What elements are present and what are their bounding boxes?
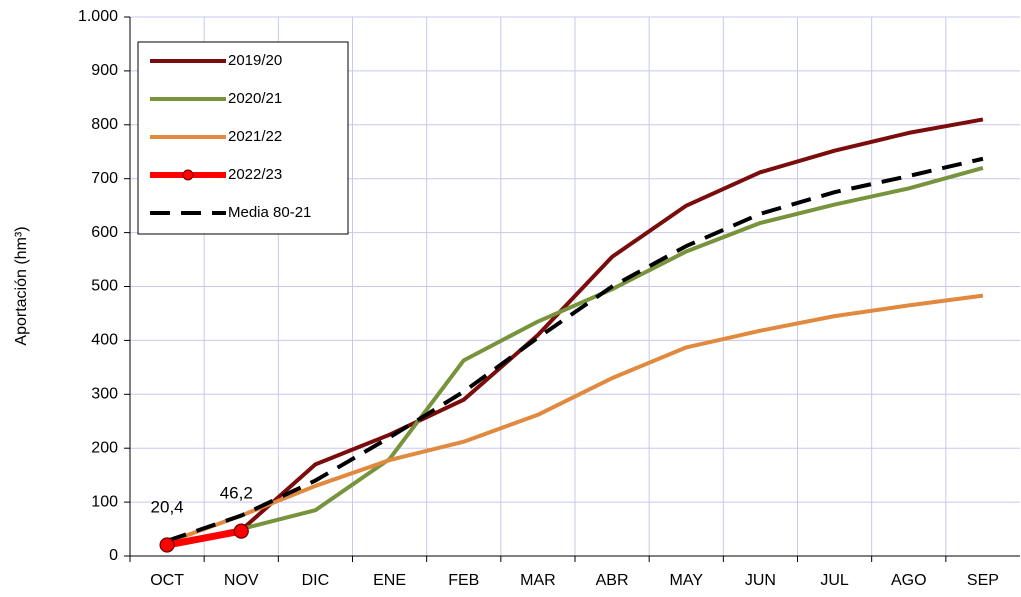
data-label: 46,2 bbox=[220, 484, 253, 503]
x-tick-label: OCT bbox=[150, 572, 184, 589]
x-tick-label: JUN bbox=[745, 572, 776, 589]
x-tick-label: NOV bbox=[224, 572, 259, 589]
x-tick-label: DIC bbox=[302, 572, 330, 589]
series-line bbox=[166, 165, 984, 548]
x-tick-label: JUL bbox=[820, 572, 849, 589]
y-tick-label: 300 bbox=[91, 386, 118, 403]
y-axis-label: Aportación (hm³) bbox=[13, 226, 30, 345]
y-tick-label: 900 bbox=[91, 62, 118, 79]
x-tick-label: MAR bbox=[520, 572, 556, 589]
y-tick-label: 1.000 bbox=[78, 8, 118, 25]
y-tick-label: 600 bbox=[91, 224, 118, 241]
y-tick-label: 100 bbox=[91, 493, 118, 510]
y-tick-label: 500 bbox=[91, 278, 118, 295]
x-tick-label: SEP bbox=[967, 572, 999, 589]
data-point bbox=[159, 537, 175, 553]
y-tick-label: 700 bbox=[91, 170, 118, 187]
y-tick-label: 0 bbox=[109, 547, 118, 564]
legend-label: 2022/23 bbox=[228, 166, 282, 183]
x-tick-label: MAY bbox=[670, 572, 704, 589]
y-tick-label: 400 bbox=[91, 332, 118, 349]
series-line bbox=[166, 117, 984, 548]
series-line bbox=[166, 156, 984, 543]
x-tick-label: AGO bbox=[891, 572, 927, 589]
x-tick-label: ABR bbox=[596, 572, 629, 589]
x-tick-label: FEB bbox=[448, 572, 479, 589]
series-line bbox=[166, 527, 242, 549]
legend-label: 2019/20 bbox=[228, 52, 282, 69]
y-tick-label: 800 bbox=[91, 116, 118, 133]
y-tick-label: 200 bbox=[91, 439, 118, 456]
data-point bbox=[233, 523, 249, 539]
legend-marker bbox=[182, 169, 194, 181]
legend-label: 2020/21 bbox=[228, 90, 282, 107]
x-tick-label: ENE bbox=[373, 572, 406, 589]
data-label: 20,4 bbox=[151, 497, 184, 516]
legend-label: Media 80-21 bbox=[228, 204, 311, 221]
series-line bbox=[166, 293, 984, 545]
legend-label: 2021/22 bbox=[228, 128, 282, 145]
